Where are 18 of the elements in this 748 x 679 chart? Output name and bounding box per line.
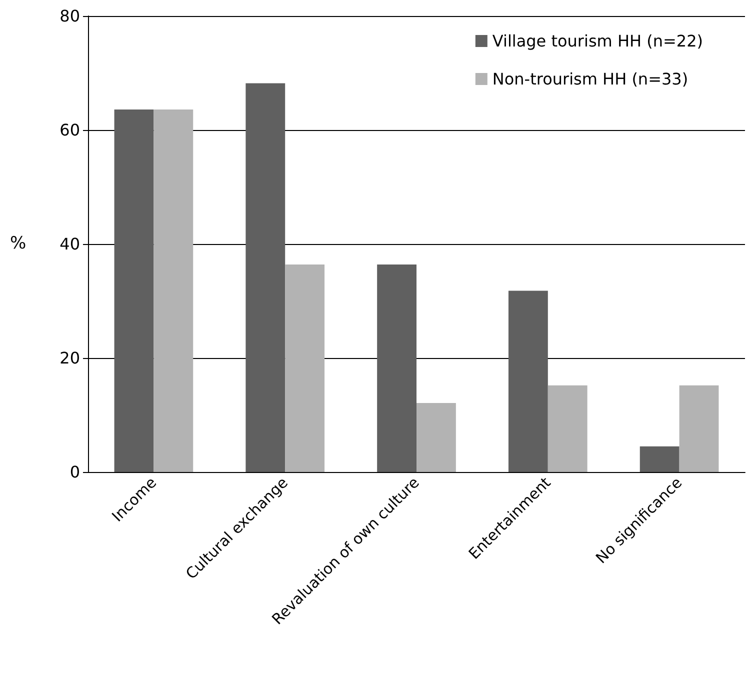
y-tick-label: 40 xyxy=(60,234,80,254)
bar xyxy=(154,109,194,472)
y-tick-label: 20 xyxy=(60,348,80,368)
y-tick-label: 0 xyxy=(70,462,80,482)
bar xyxy=(246,83,286,472)
bar xyxy=(416,403,456,472)
bar xyxy=(679,385,719,472)
bar xyxy=(508,290,548,472)
legend-label: Non-trourism HH (n=33) xyxy=(492,70,688,88)
y-tick-label: 60 xyxy=(60,120,80,140)
bar xyxy=(114,109,154,472)
bar xyxy=(640,446,680,472)
bar xyxy=(285,264,325,472)
y-tick-label: 80 xyxy=(60,6,80,26)
y-axis-title: % xyxy=(10,234,26,254)
legend-label: Village tourism HH (n=22) xyxy=(492,32,703,50)
bar xyxy=(548,385,588,472)
bar xyxy=(377,264,416,472)
